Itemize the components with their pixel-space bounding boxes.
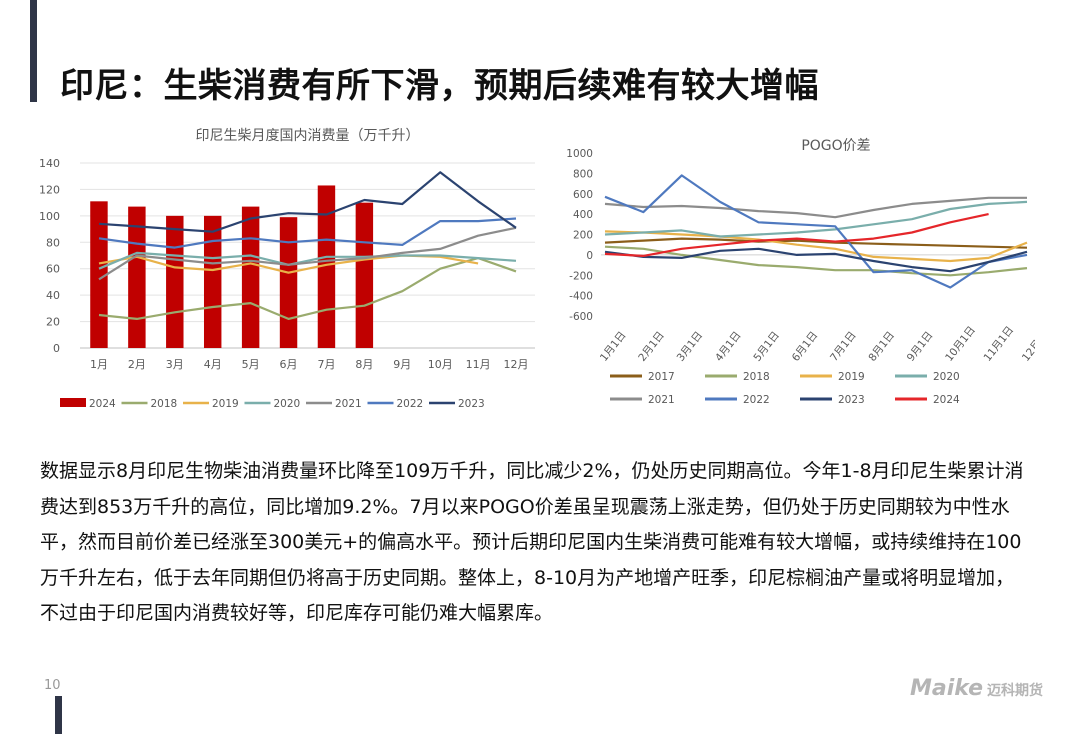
accent-bar-top xyxy=(30,0,37,102)
legend-label: 2020 xyxy=(274,398,301,410)
legend-label: 2019 xyxy=(212,398,239,410)
legend-label: 2021 xyxy=(648,394,675,406)
legend-swatch-2024 xyxy=(60,398,86,407)
page-number: 10 xyxy=(44,678,61,693)
y-tick-label: -200 xyxy=(569,270,593,282)
legend-label: 2022 xyxy=(743,394,770,406)
x-tick-label: 12月 xyxy=(504,358,529,371)
y-tick-label: 40 xyxy=(46,289,60,302)
bar-2024 xyxy=(317,185,336,348)
y-tick-label: 60 xyxy=(46,263,60,276)
series-line-2017 xyxy=(604,237,1028,249)
legend-label: 2020 xyxy=(933,371,960,383)
y-tick-label: 800 xyxy=(573,168,593,180)
series-line-2021 xyxy=(98,226,517,281)
series-line-2023 xyxy=(98,171,517,233)
x-tick-label: 5月 xyxy=(242,358,260,371)
x-tick-label: 2月1日 xyxy=(636,329,667,363)
y-tick-label: 20 xyxy=(46,316,60,329)
series-line-2020 xyxy=(604,200,1028,238)
legend-label: 2023 xyxy=(458,398,485,410)
series-line-2018 xyxy=(98,257,517,320)
x-tick-label: 2月 xyxy=(128,358,146,371)
series-line-2023 xyxy=(604,247,1028,273)
y-tick-label: 1000 xyxy=(566,148,593,160)
x-tick-label: 1月1日 xyxy=(598,329,629,363)
y-tick-label: -600 xyxy=(569,311,593,323)
x-tick-label: 12月1日 xyxy=(1020,324,1035,364)
legend-label: 2024 xyxy=(89,398,116,410)
y-tick-label: 140 xyxy=(39,157,60,170)
chart-title: POGO价差 xyxy=(801,138,870,154)
legend-label: 2023 xyxy=(838,394,865,406)
chart-title: 印尼生柴月度国内消费量（万千升） xyxy=(196,128,420,144)
body-paragraph: 数据显示8月印尼生物柴油消费量环比降至109万千升，同比减少2%，仍处历史同期高… xyxy=(40,460,1024,624)
series-line-2019 xyxy=(604,230,1028,263)
y-tick-label: 200 xyxy=(573,230,593,242)
x-tick-label: 6月 xyxy=(280,358,298,371)
x-tick-label: 7月 xyxy=(317,358,335,371)
x-tick-label: 8月 xyxy=(355,358,373,371)
logo-wordmark: Maike xyxy=(910,676,984,701)
accent-bar-bottom xyxy=(55,696,62,734)
y-tick-label: 0 xyxy=(53,342,60,355)
x-tick-label: 11月1日 xyxy=(982,324,1017,364)
y-tick-label: 600 xyxy=(573,189,593,201)
x-tick-label: 7月1日 xyxy=(828,329,859,363)
bar-2024 xyxy=(241,206,260,348)
bar-2024 xyxy=(279,217,298,348)
page-title: 印尼：生柴消费有所下滑，预期后续难有较大增幅 xyxy=(60,66,819,106)
x-tick-label: 9月1日 xyxy=(905,329,936,363)
x-tick-label: 9月 xyxy=(393,358,411,371)
x-tick-label: 10月 xyxy=(428,358,453,371)
legend-label: 2021 xyxy=(335,398,362,410)
y-tick-label: 80 xyxy=(46,236,60,249)
series-line-2022 xyxy=(98,217,517,249)
legend-label: 2018 xyxy=(743,371,770,383)
bar-2024 xyxy=(203,215,222,348)
legend-label: 2022 xyxy=(397,398,424,410)
x-tick-label: 10月1日 xyxy=(943,324,978,364)
x-tick-label: 6月1日 xyxy=(790,329,821,363)
legend-label: 2024 xyxy=(933,394,960,406)
x-tick-label: 4月 xyxy=(204,358,222,371)
y-tick-label: -400 xyxy=(569,291,593,303)
legend-label: 2018 xyxy=(151,398,178,410)
x-tick-label: 3月 xyxy=(166,358,184,371)
x-tick-label: 5月1日 xyxy=(751,329,782,363)
x-tick-label: 11月 xyxy=(466,358,491,371)
legend-label: 2017 xyxy=(648,371,675,383)
y-tick-label: 400 xyxy=(573,209,593,221)
legend-label: 2019 xyxy=(838,371,865,383)
chart-monthly-consumption: 印尼生柴月度国内消费量（万千升） 0 20 40 60 80 100 120 140 1月 2月 3月… xyxy=(39,128,535,410)
y-tick-label: 120 xyxy=(39,183,60,196)
x-tick-label: 4月1日 xyxy=(713,329,744,363)
series-line-2021 xyxy=(604,196,1027,219)
x-tick-label: 8月1日 xyxy=(866,329,897,363)
y-tick-label: 100 xyxy=(39,210,60,223)
bar-2024 xyxy=(166,215,184,348)
series-line-2022 xyxy=(604,174,1028,289)
series-line-2020 xyxy=(98,251,517,270)
company-logo: Maike 迈科期货 xyxy=(910,676,1043,701)
bar-2024 xyxy=(355,202,374,348)
series-line-2024 xyxy=(604,213,989,258)
x-tick-label: 1月 xyxy=(90,358,108,371)
logo-subtitle: 迈科期货 xyxy=(987,683,1044,699)
y-tick-label: 0 xyxy=(586,250,593,262)
series-line-2018 xyxy=(604,245,1028,277)
x-tick-label: 3月1日 xyxy=(675,329,706,363)
